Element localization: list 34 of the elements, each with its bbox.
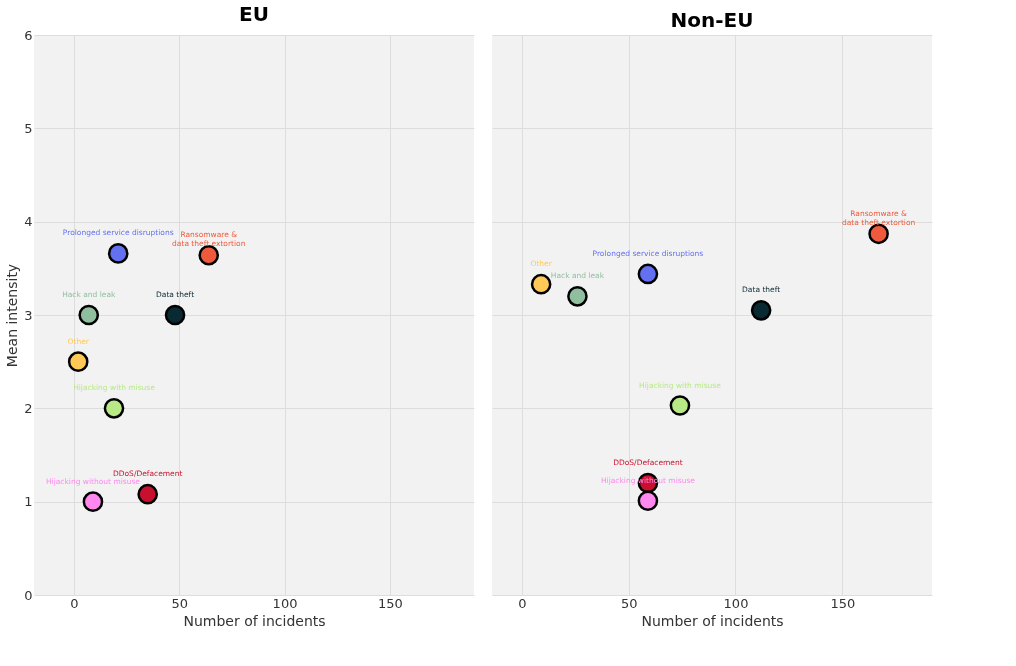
point <box>198 244 220 266</box>
point <box>78 304 100 326</box>
point <box>868 223 889 245</box>
x-tick-label: 50 <box>620 595 638 611</box>
point <box>137 483 159 505</box>
x-tick-label: 50 <box>171 595 189 611</box>
chart-title: Non-EU <box>670 8 754 32</box>
y-tick-label: 2 <box>24 400 33 416</box>
point <box>637 490 659 512</box>
x-tick-label: 0 <box>70 595 79 611</box>
point <box>82 491 104 512</box>
x-tick-label: 150 <box>830 595 856 611</box>
y-tick-label: 6 <box>24 27 33 43</box>
x-tick-label: 0 <box>518 595 527 611</box>
x-tick-label: 150 <box>377 595 403 611</box>
y-tick-label: 3 <box>24 307 33 323</box>
y-axis-title: Mean intensity <box>4 263 21 368</box>
point <box>67 351 89 372</box>
point <box>637 263 659 285</box>
y-tick-label: 4 <box>24 214 33 230</box>
point <box>750 300 772 321</box>
y-tick-label: 5 <box>24 120 33 136</box>
point <box>164 304 186 326</box>
point <box>669 395 691 416</box>
point <box>567 286 588 307</box>
point <box>103 398 125 419</box>
point <box>530 273 552 295</box>
y-tick-label: 1 <box>24 494 33 510</box>
x-tick-label: 100 <box>723 595 749 611</box>
x-tick-label: 100 <box>272 595 298 611</box>
point <box>107 243 129 264</box>
chart-title: EU <box>239 2 269 26</box>
x-axis-title: Number of incidents <box>183 612 326 629</box>
x-axis-title: Number of incidents <box>641 612 784 629</box>
